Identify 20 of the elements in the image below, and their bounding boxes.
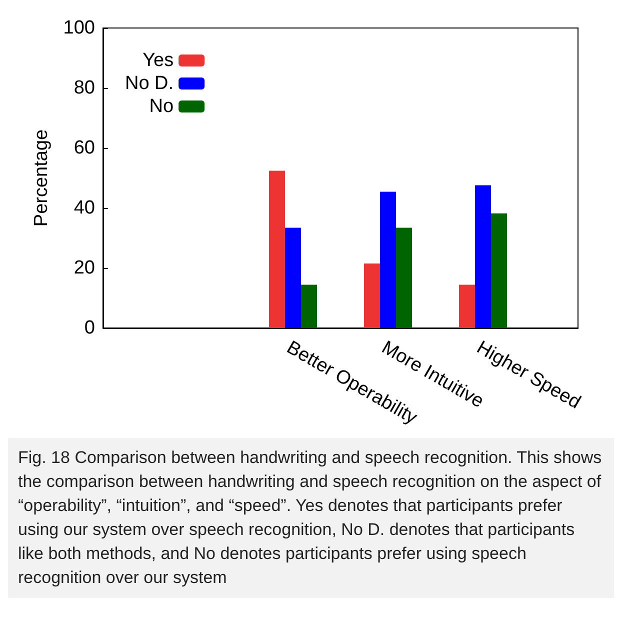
bar bbox=[301, 284, 317, 328]
bar bbox=[459, 284, 475, 328]
bar bbox=[396, 228, 412, 328]
legend-label: No bbox=[149, 96, 174, 117]
bar bbox=[364, 264, 380, 328]
caption: Fig. 18 Comparison between handwriting and speech recognition. This shows the comparison between handwriting and speech recognition on the aspect of “operability”, “intuition”, and “speed”. Yes denotes that participants prefer using our system over speech recognition, No D. denotes that participants like both methods, and No denotes participants prefer using speech recognition over our system bbox=[8, 438, 614, 598]
bar bbox=[491, 213, 507, 328]
y-tick-label: 100 bbox=[63, 18, 95, 38]
bar bbox=[269, 170, 285, 328]
y-axis-title: Percentage bbox=[31, 129, 52, 227]
y-tick-label: 80 bbox=[74, 78, 95, 98]
y-tick-label: 20 bbox=[74, 258, 95, 278]
legend-label: No D. bbox=[124, 73, 174, 94]
y-tick-label: 60 bbox=[74, 138, 95, 158]
y-tick-label: 0 bbox=[84, 318, 95, 338]
legend-label: Yes bbox=[142, 50, 174, 71]
bar bbox=[380, 192, 396, 328]
y-tick-label: 40 bbox=[74, 198, 95, 218]
bar bbox=[475, 185, 491, 328]
bar bbox=[285, 228, 301, 328]
